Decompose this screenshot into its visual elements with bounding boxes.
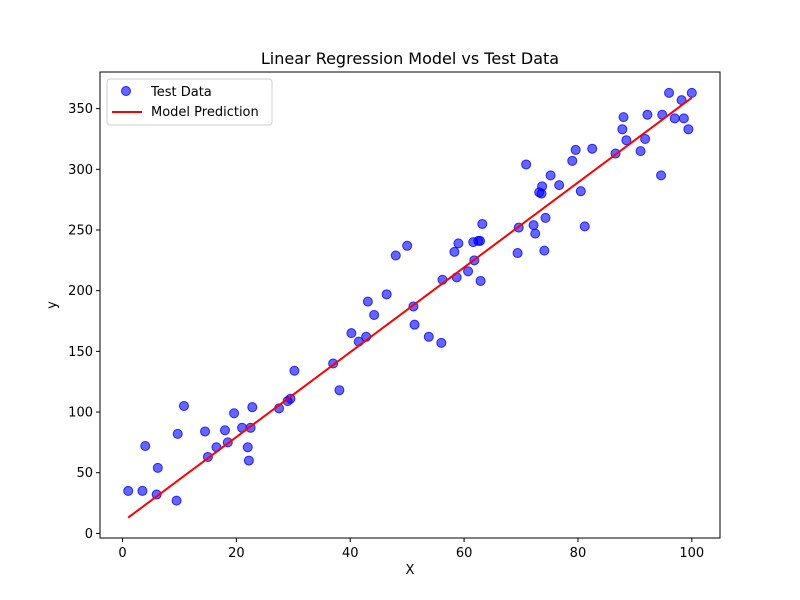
data-point xyxy=(123,485,134,496)
x-tick-label: 80 xyxy=(570,546,587,561)
data-point xyxy=(137,485,148,496)
y-axis-label: y xyxy=(45,301,60,309)
data-point xyxy=(436,337,447,348)
data-point xyxy=(369,309,380,320)
data-point xyxy=(621,135,632,146)
data-point xyxy=(362,296,373,307)
data-point xyxy=(528,220,539,231)
data-point xyxy=(530,228,541,239)
data-point xyxy=(570,144,581,155)
y-axis: 0 50 100 150 200 250 300 350 xyxy=(68,102,100,542)
x-tick-label: 100 xyxy=(679,546,704,561)
data-point xyxy=(540,212,551,223)
data-point xyxy=(545,170,556,181)
data-point xyxy=(642,109,653,120)
data-point xyxy=(200,426,211,437)
legend-label-model-prediction: Model Prediction xyxy=(151,105,259,120)
data-point xyxy=(635,146,646,157)
data-point xyxy=(579,221,590,232)
data-point xyxy=(171,495,182,506)
x-tick-label: 20 xyxy=(228,546,245,561)
legend: Test Data Model Prediction xyxy=(106,78,273,126)
data-point xyxy=(346,328,357,339)
axes-frame xyxy=(99,71,721,539)
data-point xyxy=(247,402,258,413)
x-tick-label: 40 xyxy=(342,546,359,561)
data-point xyxy=(686,87,697,98)
data-point xyxy=(172,428,183,439)
data-point xyxy=(618,112,629,123)
data-point xyxy=(678,113,689,124)
x-axis: 0 20 40 60 80 100 xyxy=(118,538,704,561)
data-point xyxy=(575,186,586,197)
data-point xyxy=(567,155,578,166)
legend-box xyxy=(106,78,273,126)
data-point xyxy=(151,489,162,500)
data-point xyxy=(463,266,474,277)
data-point xyxy=(617,124,628,135)
data-point xyxy=(449,246,460,257)
y-tick-label: 150 xyxy=(68,345,93,360)
data-point xyxy=(243,455,254,466)
data-point xyxy=(656,170,667,181)
data-point xyxy=(229,408,240,419)
data-point xyxy=(219,425,230,436)
data-point xyxy=(554,180,565,191)
y-tick-label: 0 xyxy=(85,527,93,542)
data-point xyxy=(334,385,345,396)
data-point xyxy=(140,441,151,452)
chart-title: Linear Regression Model vs Test Data xyxy=(261,49,559,68)
data-point xyxy=(285,393,296,404)
data-point xyxy=(512,248,523,259)
x-tick-label: 60 xyxy=(456,546,473,561)
data-point xyxy=(242,442,253,453)
x-axis-label: X xyxy=(406,563,415,578)
regression-line xyxy=(127,96,693,519)
legend-marker-test-data xyxy=(121,86,131,96)
data-point xyxy=(683,124,694,135)
y-tick-label: 300 xyxy=(68,163,93,178)
data-point xyxy=(475,235,486,246)
y-tick-label: 350 xyxy=(68,102,93,117)
data-point xyxy=(669,113,680,124)
data-point xyxy=(381,289,392,300)
data-point xyxy=(539,245,550,256)
data-point xyxy=(475,275,486,286)
plot-area xyxy=(123,87,697,519)
data-point xyxy=(289,365,300,376)
x-tick-label: 0 xyxy=(118,546,126,561)
data-point xyxy=(664,87,675,98)
y-tick-label: 50 xyxy=(76,466,93,481)
y-tick-label: 200 xyxy=(68,284,93,299)
data-point xyxy=(537,181,548,192)
data-point xyxy=(640,133,651,144)
y-tick-label: 250 xyxy=(68,224,93,239)
data-point xyxy=(390,250,401,261)
data-point xyxy=(521,159,532,170)
data-point xyxy=(402,240,413,251)
data-point xyxy=(453,238,464,249)
data-point xyxy=(587,143,598,154)
data-point xyxy=(178,400,189,411)
y-tick-label: 100 xyxy=(68,406,93,421)
data-point xyxy=(477,218,488,229)
legend-label-test-data: Test Data xyxy=(150,85,212,100)
data-point xyxy=(409,319,420,330)
data-point xyxy=(152,462,163,473)
data-point xyxy=(423,331,434,342)
